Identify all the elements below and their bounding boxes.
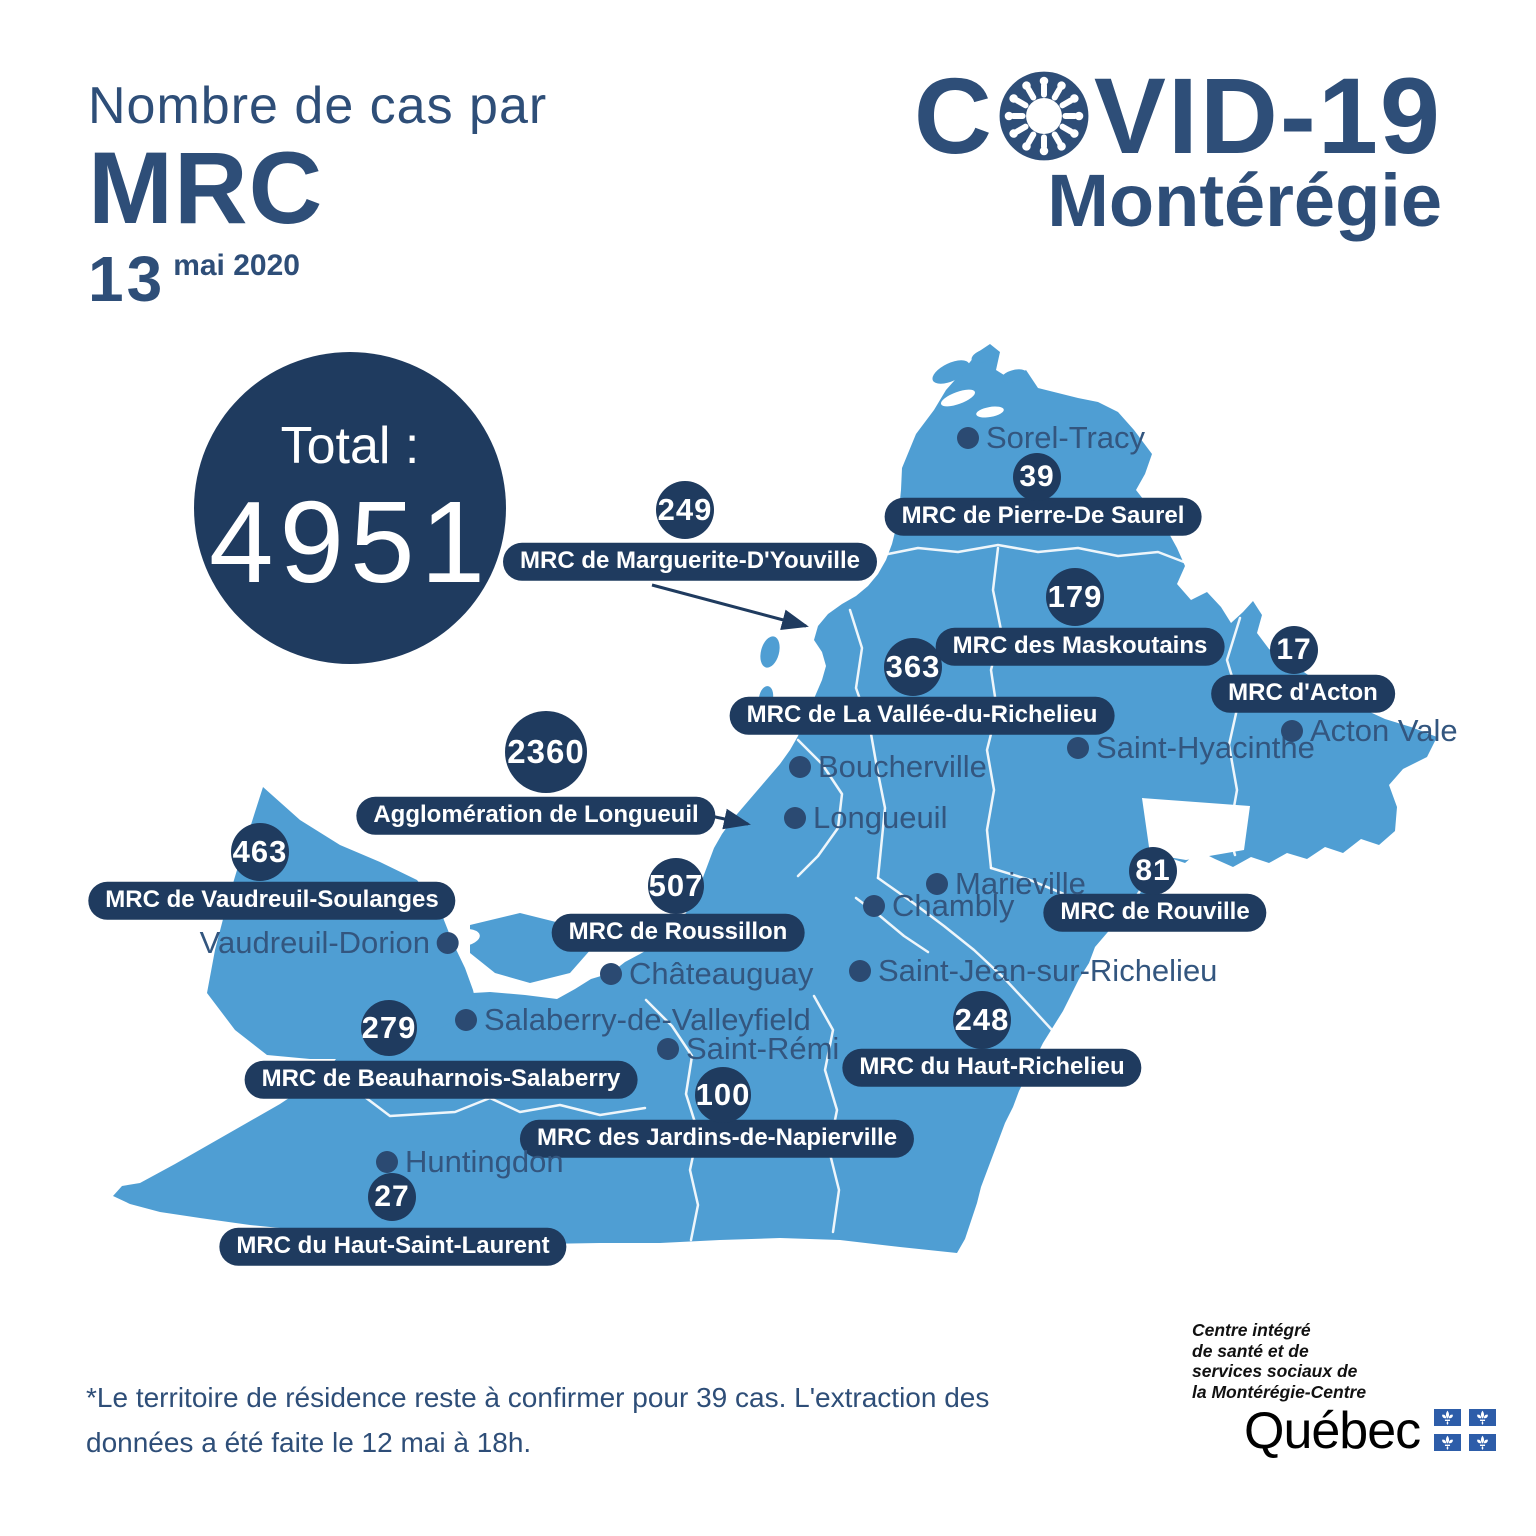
city-name: Huntingdon: [405, 1144, 564, 1179]
mrc-label-pill-vallee-du-richelieu: MRC de La Vallée-du-Richelieu: [729, 696, 1115, 736]
city-label-salaberry-de-valleyfield: Salaberry-de-Valleyfield: [455, 1002, 811, 1038]
city-dot-icon: [863, 895, 885, 917]
city-dot-icon: [957, 427, 979, 449]
city-name: Châteauguay: [629, 956, 814, 991]
city-label-chateauguay: Châteauguay: [600, 956, 813, 992]
report-date: 13 mai 2020: [88, 242, 547, 316]
mrc-count-badge-vaudreuil-soulanges: 463: [231, 823, 289, 881]
title-block: Nombre de cas par MRC 13 mai 2020: [88, 76, 547, 316]
city-name: Saint-Hyacinthe: [1096, 730, 1315, 765]
city-name: Acton Vale: [1310, 713, 1458, 748]
brand-region: Montérégie: [1047, 159, 1442, 242]
covid-brand: C VID-19: [914, 62, 1442, 238]
mrc-label-pill-maskoutains: MRC des Maskoutains: [935, 627, 1225, 667]
mrc-label-pill-longueuil: Agglomération de Longueuil: [356, 796, 716, 836]
city-name: Saint-Jean-sur-Richelieu: [878, 953, 1218, 988]
city-label-vaudreuil-dorion: Vaudreuil-Dorion: [200, 925, 459, 961]
page-title-line2: MRC: [88, 131, 324, 245]
mrc-count-badge-rouville: 81: [1129, 847, 1177, 895]
city-dot-icon: [1067, 737, 1089, 759]
city-dot-icon: [784, 807, 806, 829]
city-dot-icon: [455, 1009, 477, 1031]
mrc-count-badge-roussillon: 507: [648, 858, 704, 914]
city-label-marieville: Marieville: [926, 866, 1086, 902]
report-date-month: mai 2020: [173, 249, 300, 283]
city-label-saint-jean-sur-richelieu: Saint-Jean-sur-Richelieu: [849, 953, 1217, 989]
mrc-label-pill-jardins-de-napierville: MRC des Jardins-de-Napierville: [519, 1119, 915, 1159]
mrc-count-badge-maskoutains: 179: [1046, 568, 1104, 626]
mrc-count-badge-acton: 17: [1270, 626, 1318, 674]
cisss-logo: Centre intégré de santé et de services s…: [1192, 1320, 1497, 1460]
city-name: Boucherville: [818, 749, 987, 784]
mrc-label-pill-acton: MRC d'Acton: [1211, 674, 1395, 714]
city-dot-icon: [789, 756, 811, 778]
city-dot-icon: [600, 963, 622, 985]
covid-letter-c: C: [913, 55, 994, 176]
city-label-saint-hyacinthe: Saint-Hyacinthe: [1067, 730, 1315, 766]
city-name: Marieville: [955, 866, 1086, 901]
quebec-wordmark: Québec: [1244, 1401, 1421, 1460]
mrc-count-badge-haut-richelieu: 248: [953, 991, 1011, 1049]
total-value: 4951: [208, 477, 492, 607]
mrc-label-pill-haut-saint-laurent: MRC du Haut-Saint-Laurent: [219, 1227, 567, 1267]
mrc-label-pill-roussillon: MRC de Roussillon: [551, 913, 805, 953]
city-dot-icon: [849, 960, 871, 982]
city-label-chambly: Chambly: [863, 888, 1014, 924]
total-badge: Total : 4951: [194, 352, 506, 664]
footnote: *Le territoire de résidence reste à conf…: [86, 1376, 989, 1466]
mrc-count-badge-haut-saint-laurent: 27: [368, 1173, 416, 1221]
cisss-name-line2: de santé et de: [1192, 1340, 1309, 1361]
city-dot-icon: [657, 1038, 679, 1060]
city-name: Chambly: [892, 888, 1015, 923]
mrc-label-pill-haut-richelieu: MRC du Haut-Richelieu: [842, 1048, 1142, 1088]
footnote-line2: données a été faite le 12 mai à 18h.: [86, 1426, 532, 1458]
city-name: Vaudreuil-Dorion: [199, 925, 430, 960]
cisss-name: Centre intégré de santé et de services s…: [1192, 1320, 1496, 1403]
arrow-marguerite-dyouville: [651, 583, 809, 630]
mrc-label-pill-beauharnois-salaberry: MRC de Beauharnois-Salaberry: [244, 1060, 638, 1100]
report-date-day: 13: [88, 243, 166, 316]
total-label: Total :: [280, 417, 420, 475]
city-label-acton-vale: Acton Vale: [1281, 713, 1458, 749]
city-dot-icon: [376, 1151, 398, 1173]
page-title-line1: Nombre de cas par: [88, 77, 548, 135]
city-name: Sorel-Tracy: [986, 420, 1146, 455]
city-dot-icon: [1281, 720, 1303, 742]
mrc-label-pill-pierre-de-saurel: MRC de Pierre-De Saurel: [884, 497, 1202, 537]
mrc-label-pill-vaudreuil-soulanges: MRC de Vaudreuil-Soulanges: [88, 881, 456, 921]
city-label-huntingdon: Huntingdon: [376, 1144, 564, 1180]
covid-letters-vid19: VID-19: [1093, 55, 1442, 176]
city-label-longueuil-city: Longueuil: [784, 800, 947, 836]
covid-wordmark: C VID-19: [914, 62, 1442, 170]
cisss-name-line4: la Montérégie-Centre: [1192, 1381, 1367, 1402]
quebec-wordmark-row: Québec: [1192, 1401, 1497, 1460]
cisss-name-line1: Centre intégré: [1192, 1320, 1311, 1340]
mrc-label-pill-rouville: MRC de Rouville: [1043, 893, 1267, 933]
city-label-sorel-tracy: Sorel-Tracy: [957, 420, 1145, 456]
mrc-count-badge-vallee-du-richelieu: 363: [884, 638, 942, 696]
city-dot-icon: [437, 932, 459, 954]
virus-icon: [999, 71, 1089, 161]
mrc-count-badge-jardins-de-napierville: 100: [695, 1067, 751, 1123]
city-label-boucherville: Boucherville: [789, 749, 987, 785]
mrc-count-badge-marguerite-dyouville: 249: [656, 481, 714, 539]
cisss-name-line3: services sociaux de: [1192, 1361, 1358, 1382]
city-label-saint-remi: Saint-Rémi: [657, 1031, 839, 1067]
city-name: Longueuil: [813, 800, 948, 835]
mrc-label-pill-marguerite-dyouville: MRC de Marguerite-D'Youville: [503, 542, 877, 582]
footnote-line1: *Le territoire de résidence reste à conf…: [86, 1382, 990, 1413]
quebec-flag-icon: [1434, 1408, 1497, 1451]
mrc-count-badge-beauharnois-salaberry: 279: [361, 1000, 417, 1056]
city-name: Salaberry-de-Valleyfield: [484, 1002, 811, 1037]
city-name: Saint-Rémi: [686, 1031, 840, 1066]
city-dot-icon: [926, 873, 948, 895]
mrc-count-badge-longueuil: 2360: [505, 711, 587, 793]
mrc-count-badge-pierre-de-saurel: 39: [1013, 453, 1061, 501]
